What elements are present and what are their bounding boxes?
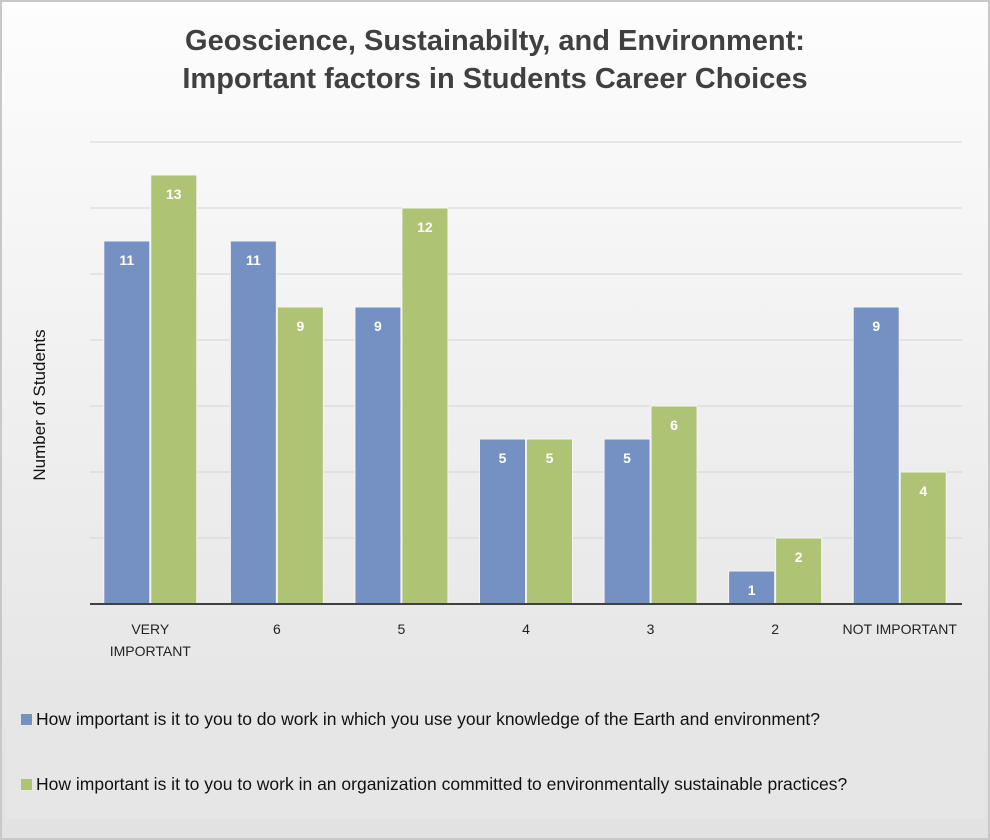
data-label: 12: [417, 219, 433, 235]
legend-item-1: How important is it to you to do work in…: [21, 709, 820, 730]
x-tick-label: NOT IMPORTANT: [843, 621, 958, 637]
bar-blue: [852, 306, 900, 605]
bar-blue: [728, 570, 776, 605]
data-label: 11: [119, 252, 134, 268]
bar-blue: [354, 306, 402, 605]
data-label: 5: [623, 450, 631, 466]
legend-swatch-green: [21, 779, 32, 790]
bar-green: [650, 405, 698, 605]
data-label: 4: [919, 483, 927, 499]
x-tick-label: VERY: [131, 621, 170, 637]
data-label: 2: [795, 549, 803, 565]
bar-green: [526, 438, 573, 605]
x-tick-label: 2: [771, 621, 779, 637]
data-label: 9: [296, 318, 304, 334]
x-tick-label: 4: [522, 621, 530, 637]
chart-title: Geoscience, Sustainabilty, and Environme…: [0, 22, 990, 98]
bar-green: [775, 537, 823, 605]
data-label: 5: [546, 450, 554, 466]
bar-green: [401, 207, 449, 605]
data-label: 5: [499, 450, 507, 466]
x-tick-label: 5: [398, 621, 406, 637]
x-tick-label: IMPORTANT: [110, 643, 192, 659]
title-line-2: Important factors in Students Career Cho…: [182, 63, 808, 95]
x-tick-label: 3: [647, 621, 655, 637]
data-label: 13: [166, 186, 182, 202]
legend-label-1: How important is it to you to do work in…: [36, 709, 821, 729]
x-tick-label: 6: [273, 621, 281, 637]
bar-blue: [229, 240, 277, 605]
data-label: 9: [374, 318, 382, 334]
data-label: 6: [670, 417, 678, 433]
bar-green: [276, 306, 324, 605]
data-label: 1: [748, 582, 756, 598]
legend-item-2: How important is it to you to work in an…: [21, 774, 847, 795]
bar-blue: [103, 240, 151, 605]
legend: How important is it to you to do work in…: [7, 684, 985, 819]
data-label: 9: [872, 318, 880, 334]
bar-green: [150, 174, 198, 605]
title-line-1: Geoscience, Sustainabilty, and Environme…: [185, 25, 805, 57]
legend-label-2: How important is it to you to work in an…: [36, 774, 848, 794]
data-label: 11: [246, 252, 261, 268]
legend-swatch-blue: [21, 714, 32, 725]
